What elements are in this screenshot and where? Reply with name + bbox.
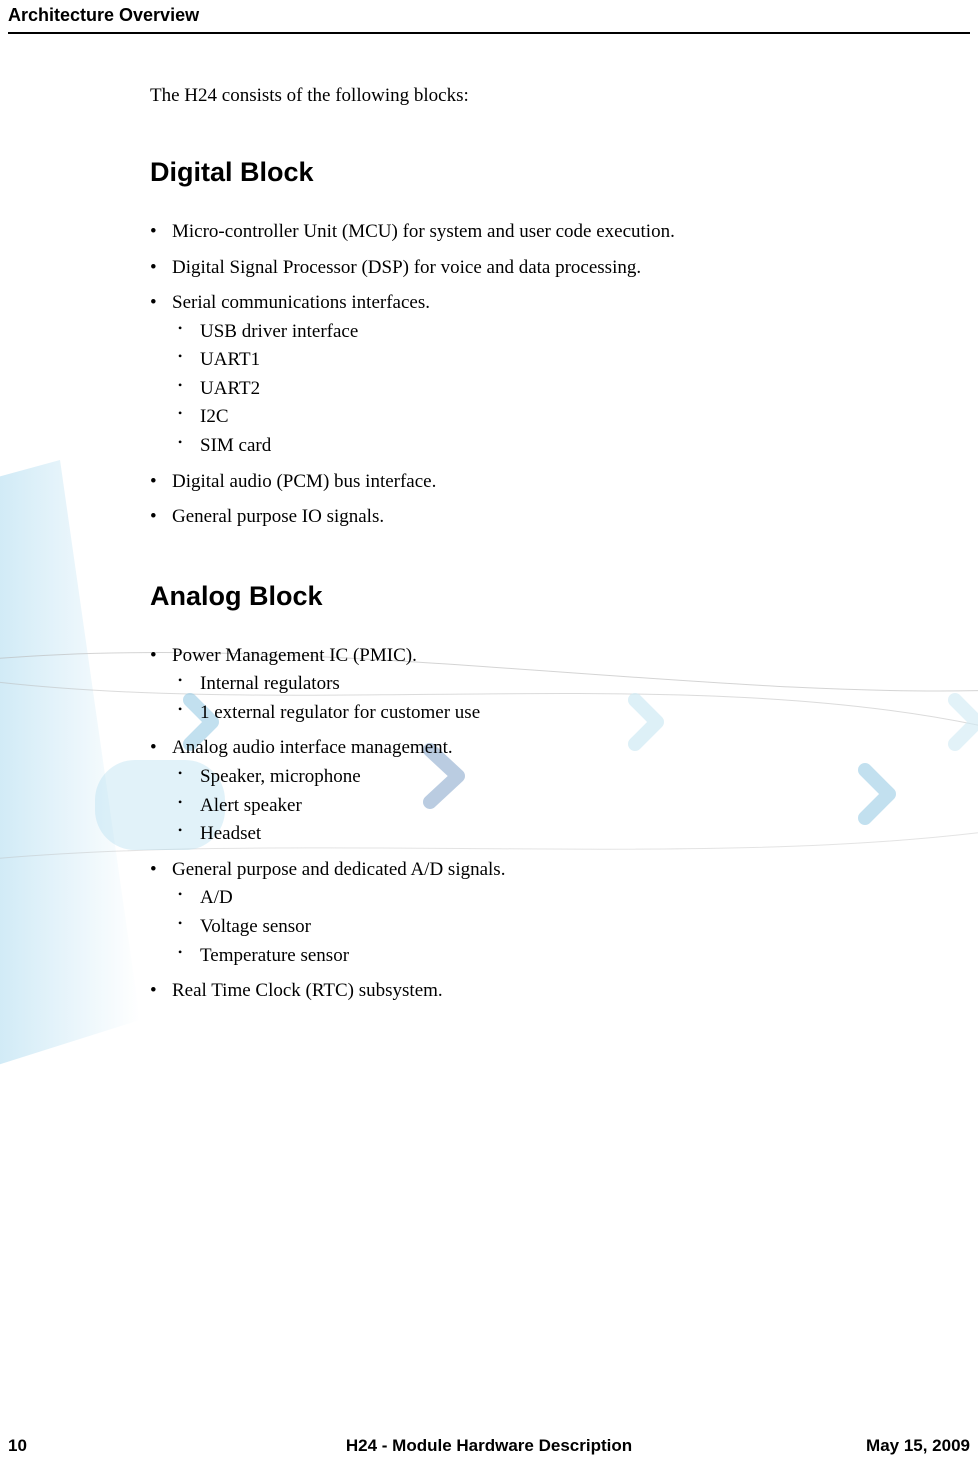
list-item: Real Time Clock (RTC) subsystem.: [172, 977, 938, 1005]
footer-doc-title: H24 - Module Hardware Description: [8, 1436, 970, 1456]
list-item: Headset: [200, 821, 938, 848]
list-item: A/D: [200, 885, 938, 912]
list-item-text: Micro-controller Unit (MCU) for system a…: [172, 221, 675, 242]
heading-analog-block: Analog Block: [150, 581, 938, 612]
heading-digital-block: Digital Block: [150, 157, 938, 188]
page-body: The H24 consists of the following blocks…: [150, 85, 938, 1055]
list-item: UART1: [200, 347, 938, 374]
list-item-text: Power Management IC (PMIC).: [172, 645, 417, 666]
sublist: USB driver interface UART1 UART2 I2C SIM…: [172, 319, 938, 460]
list-item: Power Management IC (PMIC). Internal reg…: [172, 642, 938, 727]
list-item: Serial communications interfaces. USB dr…: [172, 289, 938, 460]
list-item-text: Real Time Clock (RTC) subsystem.: [172, 980, 443, 1001]
list-item: Digital audio (PCM) bus interface.: [172, 468, 938, 496]
section-digital-block: Digital Block Micro-controller Unit (MCU…: [150, 157, 938, 531]
list-item: Temperature sensor: [200, 943, 938, 970]
list-item: Digital Signal Processor (DSP) for voice…: [172, 254, 938, 282]
list-item: Internal regulators: [200, 671, 938, 698]
list-item: Micro-controller Unit (MCU) for system a…: [172, 218, 938, 246]
section-analog-block: Analog Block Power Management IC (PMIC).…: [150, 581, 938, 1005]
header-rule: [8, 32, 970, 34]
list-item-text: Digital audio (PCM) bus interface.: [172, 471, 436, 492]
list-analog: Power Management IC (PMIC). Internal reg…: [150, 642, 938, 1005]
list-digital: Micro-controller Unit (MCU) for system a…: [150, 218, 938, 531]
list-item: UART2: [200, 376, 938, 403]
running-header: Architecture Overview: [8, 5, 199, 26]
sublist: Speaker, microphone Alert speaker Headse…: [172, 764, 938, 848]
watermark-stripe: [0, 460, 140, 1080]
footer-page-number: 10: [8, 1436, 27, 1456]
list-item-text: Digital Signal Processor (DSP) for voice…: [172, 257, 641, 278]
list-item-text: General purpose IO signals.: [172, 506, 384, 527]
footer-date: May 15, 2009: [866, 1436, 970, 1456]
list-item-text: Serial communications interfaces.: [172, 292, 430, 313]
list-item: Analog audio interface management. Speak…: [172, 734, 938, 847]
list-item: Voltage sensor: [200, 914, 938, 941]
list-item: SIM card: [200, 433, 938, 460]
list-item-text: General purpose and dedicated A/D signal…: [172, 859, 505, 880]
list-item-text: Analog audio interface management.: [172, 737, 453, 758]
list-item: I2C: [200, 404, 938, 431]
page-footer: 10 H24 - Module Hardware Description May…: [8, 1436, 970, 1456]
list-item: General purpose and dedicated A/D signal…: [172, 856, 938, 969]
list-item: Alert speaker: [200, 793, 938, 820]
list-item: General purpose IO signals.: [172, 503, 938, 531]
list-item: Speaker, microphone: [200, 764, 938, 791]
list-item: USB driver interface: [200, 319, 938, 346]
watermark-arrow-5: [955, 700, 977, 744]
list-item: 1 external regulator for customer use: [200, 700, 938, 727]
sublist: Internal regulators 1 external regulator…: [172, 671, 938, 726]
intro-text: The H24 consists of the following blocks…: [150, 85, 938, 107]
sublist: A/D Voltage sensor Temperature sensor: [172, 885, 938, 969]
